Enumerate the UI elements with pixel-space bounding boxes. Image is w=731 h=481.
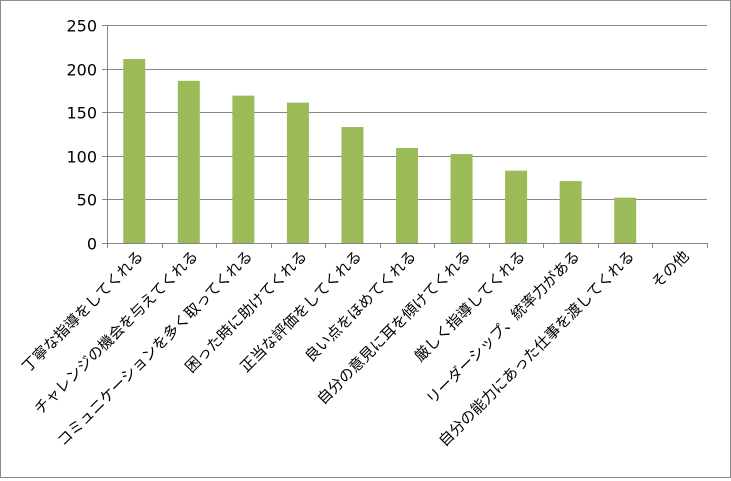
y-tick-label: 200 <box>66 61 97 80</box>
bar <box>286 102 309 243</box>
bar <box>614 197 637 243</box>
y-tick-labels: 0 50 100 150 200 250 <box>66 17 97 254</box>
bars <box>123 59 637 244</box>
bar <box>505 170 528 243</box>
bar <box>341 127 364 243</box>
y-tick-label: 0 <box>87 235 97 254</box>
bar <box>559 181 582 243</box>
x-category-label: 自分の能力にあった仕事を渡してくれる <box>435 247 638 450</box>
axes <box>102 25 708 248</box>
bar <box>232 95 255 244</box>
y-tick-label: 250 <box>66 17 97 36</box>
x-category-label: コミュニケーションを多く取ってくれる <box>54 247 257 450</box>
x-category-labels: 丁寧な指導をしてくれるチャレンジの機会を与えてくれるコミュニケーションを多く取っ… <box>18 247 692 450</box>
bar <box>177 80 200 243</box>
bar <box>450 154 473 243</box>
x-category-label: その他 <box>648 247 693 292</box>
gridlines <box>107 25 707 200</box>
y-tick-label: 150 <box>66 104 97 123</box>
y-tick-label: 100 <box>66 148 97 167</box>
bar <box>123 59 146 244</box>
y-tick-label: 50 <box>77 191 97 210</box>
bar <box>396 147 418 243</box>
